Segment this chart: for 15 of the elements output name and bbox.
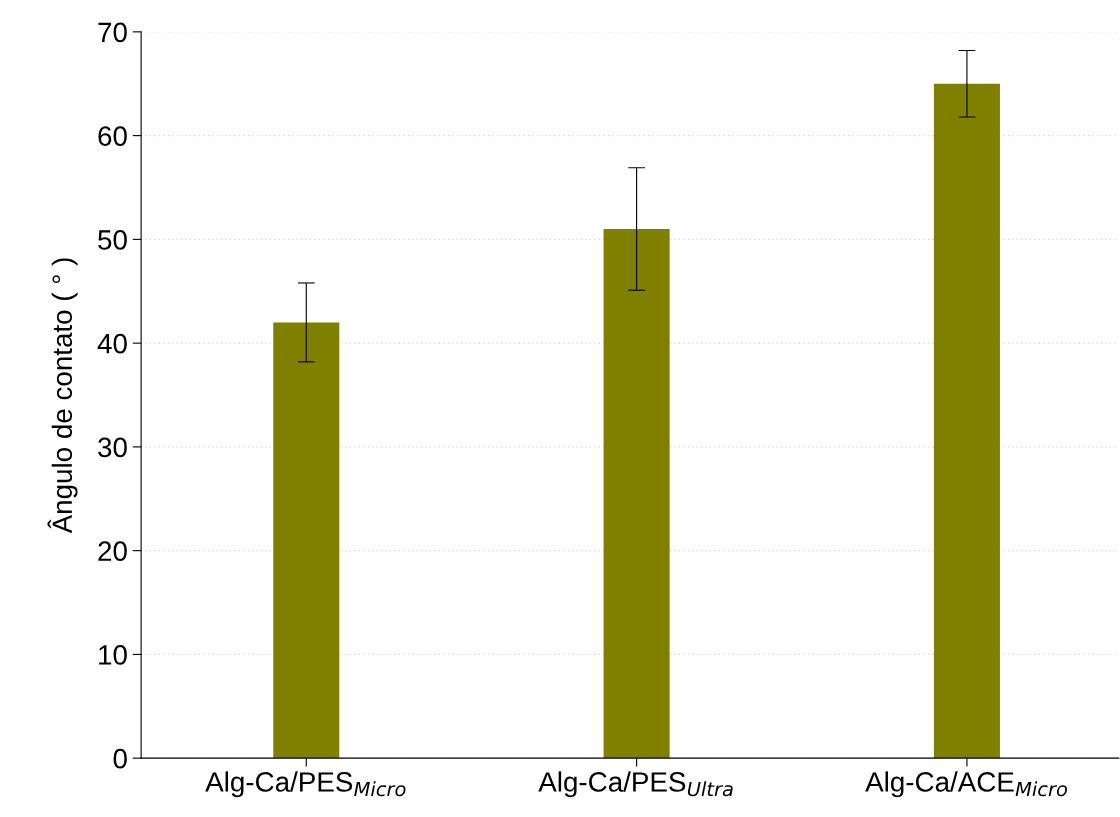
x-tick-label: Alg-Ca/ACE$_{Micro}$ [865,771,1067,798]
x-tick-label: Alg-Ca/PES$_{Micro}$ [205,771,406,798]
bar [603,229,670,759]
y-tick-label: 0 [113,748,127,769]
y-tick-label: 60 [98,126,127,146]
y-tick-label: 70 [98,22,127,43]
x-tick-label: Alg-Ca/PES$_{Ultra}$ [538,771,733,798]
y-tick-label: 20 [98,541,127,561]
bar [933,83,1000,759]
y-tick-label: 30 [98,437,127,458]
y-tick-label: 50 [98,230,127,250]
y-axis-title: Ângulo de contato ( ° ) [47,258,78,534]
y-tick-label: 10 [99,645,127,665]
bar [273,322,340,759]
y-tick-label: 40 [97,333,127,354]
